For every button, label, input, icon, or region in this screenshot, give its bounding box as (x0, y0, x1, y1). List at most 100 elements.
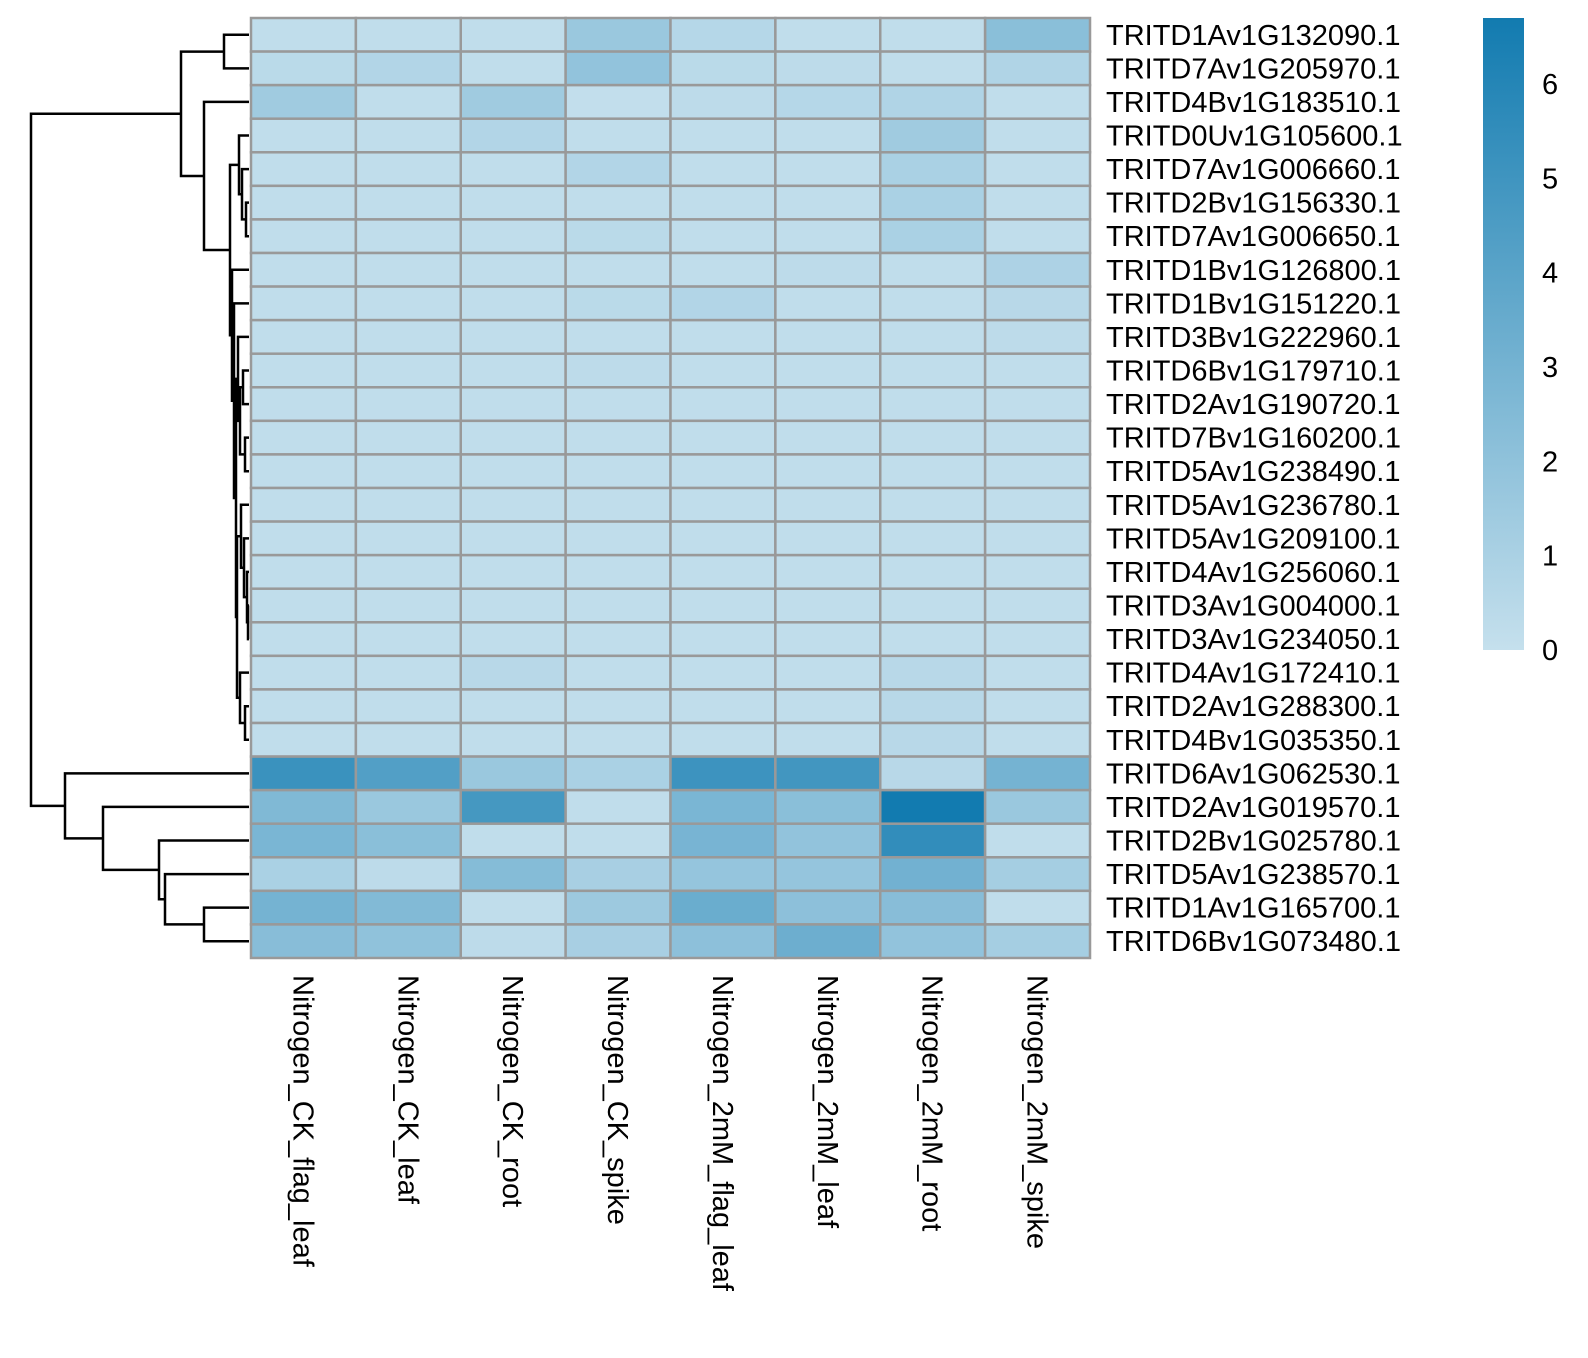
heatmap-cell (774, 553, 882, 590)
heatmap-cell (564, 486, 672, 523)
heatmap-cell (564, 889, 672, 926)
heatmap-cell (774, 923, 882, 960)
heatmap-cell (983, 318, 1092, 355)
heatmap-cell (774, 117, 882, 154)
heatmap-cell (249, 453, 358, 490)
heatmap-cell (459, 788, 567, 825)
heatmap-cell (879, 788, 987, 825)
row-label: TRITD5Av1G238490.1 (1106, 456, 1400, 488)
heatmap-cell (564, 520, 672, 557)
heatmap-cell (983, 352, 1092, 389)
heatmap-cell (249, 788, 358, 825)
heatmap-cell (459, 755, 567, 792)
heatmap-cell (564, 755, 672, 792)
heatmap-cell (774, 856, 882, 893)
heatmap-cell (459, 453, 567, 490)
row-label: TRITD1Bv1G126800.1 (1106, 255, 1401, 287)
heatmap-cell (564, 453, 672, 490)
heatmap-cell (879, 520, 987, 557)
heatmap-cell (983, 856, 1092, 893)
heatmap-cell (459, 184, 567, 221)
heatmap-cell (669, 251, 777, 288)
heatmap-cell (564, 218, 672, 255)
heatmap-cell (983, 218, 1092, 255)
heatmap-cell (669, 553, 777, 590)
heatmap-cell (879, 453, 987, 490)
column-label: Nitrogen_2mM_flag_leaf (706, 975, 738, 1292)
heatmap-cell (564, 553, 672, 590)
dendrogram-branch (244, 201, 249, 238)
heatmap-cell (879, 856, 987, 893)
heatmap-cell (879, 151, 987, 188)
heatmap-cell (459, 856, 567, 893)
heatmap-cell (879, 16, 987, 53)
legend-tick-label: 0 (1542, 635, 1558, 667)
heatmap-cell (459, 587, 567, 624)
row-label: TRITD4Av1G256060.1 (1106, 557, 1400, 589)
dendrogram-branch (157, 839, 249, 901)
heatmap-cell (669, 788, 777, 825)
heatmap-cell (983, 386, 1092, 423)
heatmap-cell (774, 889, 882, 926)
heatmap-cell (249, 856, 358, 893)
heatmap-cell (564, 721, 672, 758)
heatmap-cell (249, 553, 358, 590)
heatmap-cell (669, 856, 777, 893)
dendrogram-branch (222, 33, 249, 70)
legend-tick-label: 4 (1542, 258, 1558, 290)
heatmap-cell (774, 453, 882, 490)
heatmap-cell (249, 352, 358, 389)
row-label: TRITD1Av1G165700.1 (1106, 893, 1400, 925)
heatmap-cell (774, 621, 882, 658)
row-label: TRITD3Av1G234050.1 (1106, 624, 1400, 656)
heatmap-cell (669, 285, 777, 322)
heatmap-cell (774, 151, 882, 188)
row-label: TRITD7Bv1G160200.1 (1106, 423, 1401, 455)
dendrogram-branch (243, 436, 249, 473)
heatmap-cell (564, 83, 672, 120)
heatmap-cell (354, 520, 463, 557)
legend-tick-label: 3 (1542, 352, 1558, 384)
heatmap-cell (983, 688, 1092, 725)
heatmap-cell (249, 755, 358, 792)
row-label: TRITD6Av1G062530.1 (1106, 758, 1400, 790)
heatmap-cell (669, 83, 777, 120)
heatmap-cell (669, 654, 777, 691)
heatmap-cell (354, 16, 463, 53)
heatmap-cell (354, 755, 463, 792)
heatmap-cell (774, 721, 882, 758)
heatmap-cell (879, 755, 987, 792)
heatmap-cell (354, 83, 463, 120)
heatmap-cell (983, 553, 1092, 590)
heatmap-cell (249, 923, 358, 960)
heatmap-cell (774, 218, 882, 255)
heatmap-cell (879, 218, 987, 255)
heatmap-cell (879, 486, 987, 523)
heatmap-cell (669, 688, 777, 725)
heatmap-cell (564, 688, 672, 725)
dendrogram-branch (237, 134, 249, 196)
heatmap-cell (459, 83, 567, 120)
heatmap-cell (669, 621, 777, 658)
heatmap-cell (669, 50, 777, 87)
heatmap-cell (879, 621, 987, 658)
row-label: TRITD4Bv1G183510.1 (1106, 87, 1401, 119)
heatmap-cell (983, 520, 1092, 557)
column-label: Nitrogen_2mM_leaf (811, 975, 843, 1229)
dendrogram-branch (243, 704, 249, 742)
heatmap-cell (774, 251, 882, 288)
dendrogram-branch (29, 112, 181, 808)
heatmap-cell (774, 352, 882, 389)
heatmap-cell (879, 83, 987, 120)
row-label: TRITD3Bv1G222960.1 (1106, 322, 1401, 354)
heatmap-cell (564, 788, 672, 825)
heatmap-cell (564, 251, 672, 288)
row-label: TRITD4Bv1G035350.1 (1106, 725, 1401, 757)
heatmap-cell (459, 822, 567, 859)
heatmap-cell (354, 386, 463, 423)
heatmap-cell (669, 755, 777, 792)
heatmap-cell (459, 621, 567, 658)
heatmap-cell (354, 486, 463, 523)
heatmap-cell (669, 419, 777, 456)
heatmap-cell (879, 386, 987, 423)
